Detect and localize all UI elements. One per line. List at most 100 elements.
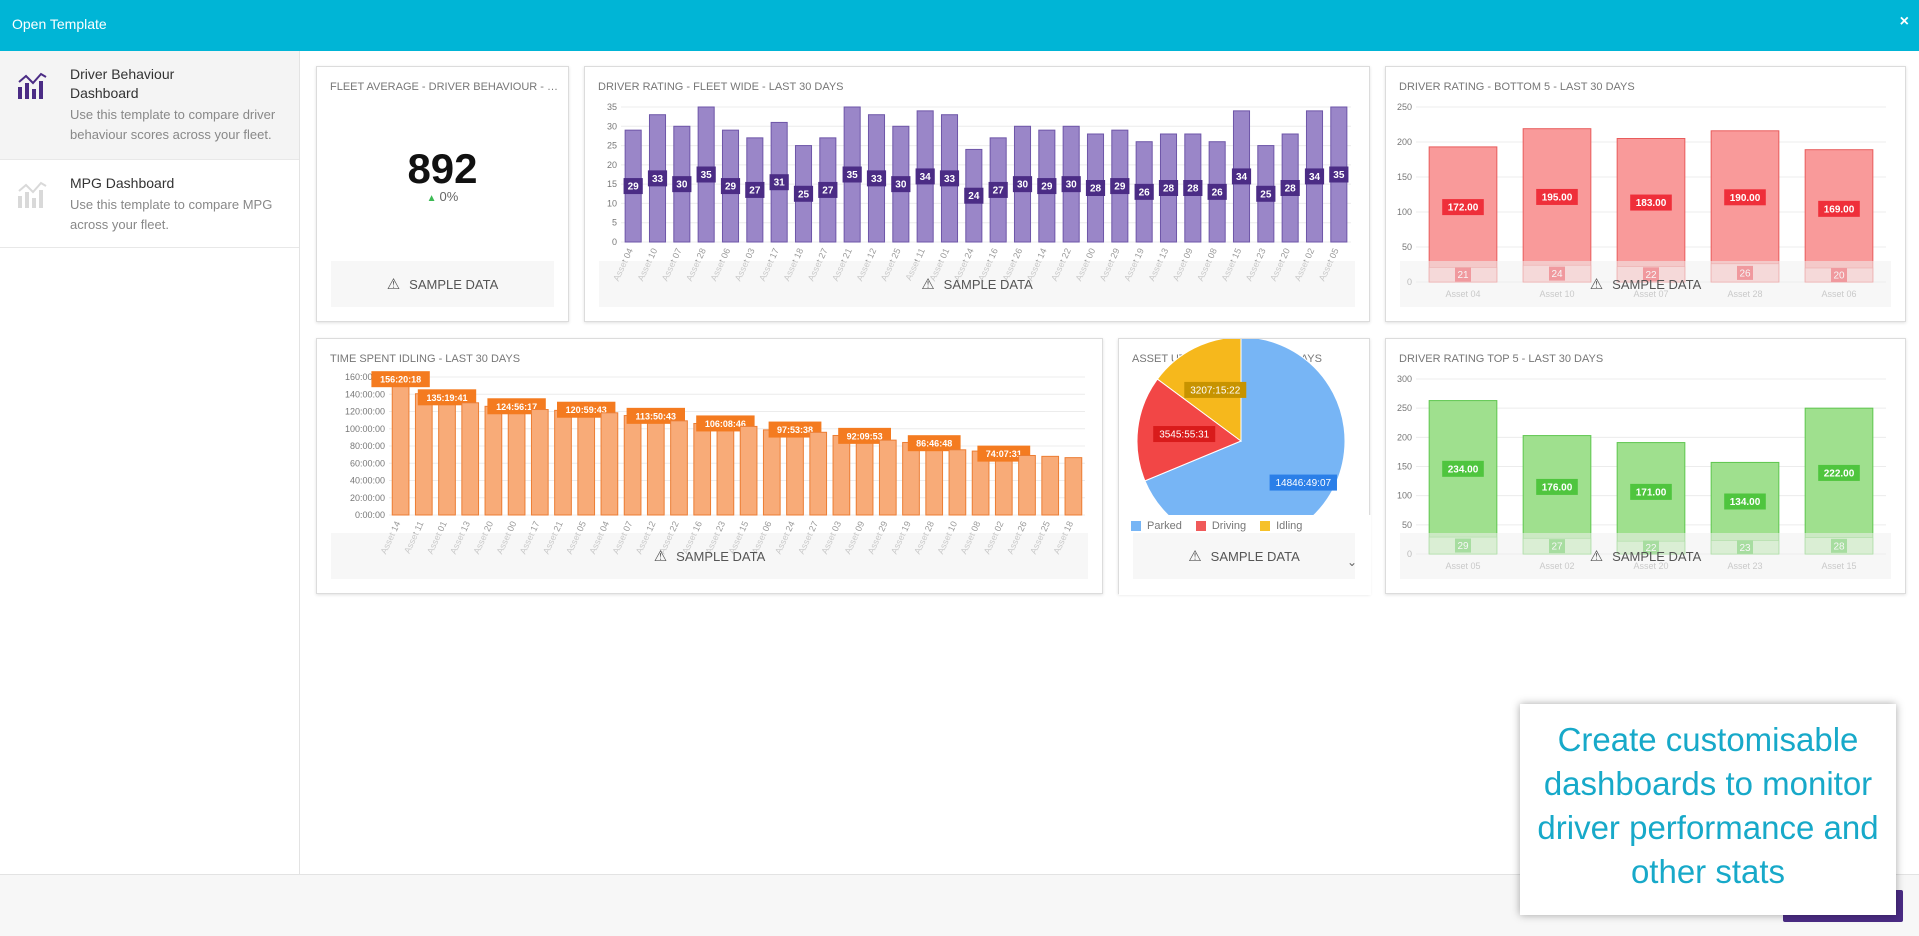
chevron-down-icon[interactable]: ⌄ <box>1346 555 1357 569</box>
bar <box>878 439 897 516</box>
y-tick-label: 250 <box>1397 102 1412 112</box>
sample-data-label: SAMPLE DATA <box>676 548 766 564</box>
data-label-box <box>696 166 716 183</box>
data-label-box <box>915 168 935 185</box>
data-label-box <box>1085 180 1106 196</box>
data-label-box <box>1207 183 1227 200</box>
data-label-box <box>988 181 1008 198</box>
bar <box>855 436 874 516</box>
data-label: 25 <box>798 189 810 200</box>
bar <box>1041 455 1060 516</box>
warning-icon: ⚠ <box>1589 548 1604 565</box>
data-label: 29 <box>725 182 737 193</box>
data-label: 33 <box>652 174 664 185</box>
idling-chart: 0:00:00 20:00:00 40:00:00 60:00:00 80:00:00 1… <box>345 371 1085 556</box>
sample-data-banner: ⚠ SAMPLE DATA <box>1400 261 1891 307</box>
y-tick-label: 10 <box>607 198 617 208</box>
data-label-box <box>1442 199 1484 216</box>
bar <box>1018 454 1036 516</box>
warning-icon: ⚠ <box>921 276 935 293</box>
data-label: 30 <box>1066 180 1078 191</box>
data-label: 30 <box>676 180 688 191</box>
data-label: 86:46:48 <box>916 439 952 449</box>
data-label: 29 <box>1114 182 1126 193</box>
template-description-line: behaviour scores across your fleet. <box>70 127 272 142</box>
trend-up-icon: ▲ <box>426 193 437 204</box>
data-label-box <box>1256 185 1276 202</box>
promo-line: driver performance and <box>1537 809 1879 846</box>
data-label-box <box>838 427 891 444</box>
data-label-box <box>939 170 960 187</box>
data-label-box <box>1231 168 1252 185</box>
y-tick-label: 300 <box>1397 374 1412 384</box>
template-description-line: Use this template to compare MPG <box>70 197 273 212</box>
data-label: 33 <box>871 174 883 185</box>
data-label: 190.00 <box>1730 193 1761 204</box>
legend-item-idling[interactable]: Idling <box>1260 520 1302 532</box>
data-label: 34 <box>920 172 932 183</box>
data-label: 172.00 <box>1448 203 1479 214</box>
bar <box>391 379 410 516</box>
data-label-box <box>1724 189 1766 206</box>
bar <box>739 425 758 516</box>
sample-data-banner: ⚠ SAMPLE DATA <box>1400 533 1891 579</box>
data-label: 28 <box>1163 184 1175 195</box>
legend-label: Parked <box>1147 520 1182 532</box>
data-label-box <box>866 170 887 187</box>
data-label-box <box>1630 483 1672 500</box>
sample-data-label: SAMPLE DATA <box>1612 276 1702 292</box>
bar <box>577 410 596 516</box>
data-label-box <box>1012 176 1033 193</box>
bar <box>438 397 456 516</box>
data-label: 195.00 <box>1542 192 1573 203</box>
template-description: Use this template to compare MPG across … <box>70 195 285 235</box>
y-tick-label: 20:00:00 <box>350 493 385 503</box>
bar-chart-icon <box>16 180 48 215</box>
data-label: 27 <box>749 185 761 196</box>
data-label: 26 <box>1212 187 1224 198</box>
template-item-mpg[interactable]: MPG Dashboard Use this template to compa… <box>0 160 299 248</box>
data-label-box <box>647 170 668 187</box>
data-label-box <box>1158 180 1179 196</box>
bar <box>670 420 688 516</box>
card-title: FLEET AVERAGE - DRIVER BEHAVIOUR - L... <box>330 81 558 93</box>
bar <box>1064 457 1083 516</box>
data-label: 156:20:18 <box>380 375 421 385</box>
promo-line: Create customisable <box>1557 721 1859 758</box>
data-label: 27 <box>822 185 834 196</box>
data-label: 183.00 <box>1636 198 1667 209</box>
data-label: 34 <box>1309 172 1321 183</box>
bar <box>484 405 503 516</box>
y-tick-label: 140:00:00 <box>345 389 385 399</box>
data-label: 29 <box>628 182 640 193</box>
close-icon[interactable]: × <box>1899 13 1909 30</box>
data-label: 30 <box>895 180 907 191</box>
y-tick-label: 80:00:00 <box>350 441 385 451</box>
data-label-box <box>1280 180 1300 196</box>
pie-data-label-box <box>1153 426 1216 443</box>
bar <box>414 393 433 516</box>
legend-label: Driving <box>1211 520 1247 532</box>
data-label: 35 <box>1333 170 1345 181</box>
data-label-box <box>768 421 822 438</box>
data-label: 35 <box>847 170 859 181</box>
legend-item-parked[interactable]: Parked <box>1131 520 1182 532</box>
template-name: MPG Dashboard <box>70 175 175 191</box>
pie-data-label-box <box>1269 474 1337 491</box>
y-tick-label: 5 <box>612 218 617 228</box>
bar <box>693 422 712 516</box>
data-label: 28 <box>1285 184 1297 195</box>
card-idling: TIME SPENT IDLING - LAST 30 DAYS 0:00:00… <box>316 338 1103 594</box>
bar <box>646 416 665 516</box>
legend-item-driving[interactable]: Driving <box>1195 520 1247 532</box>
data-label-box <box>623 178 643 195</box>
data-label-box <box>964 187 984 204</box>
sample-data-label: SAMPLE DATA <box>1210 548 1300 564</box>
sample-data-banner: ⚠ SAMPLE DATA <box>331 261 554 307</box>
data-label: 113:50:43 <box>636 411 677 421</box>
template-item-driver-behaviour[interactable]: Driver Behaviour Dashboard Use this temp… <box>0 51 299 160</box>
card-fleet-average: FLEET AVERAGE - DRIVER BEHAVIOUR - L... … <box>316 66 569 322</box>
data-label: 74:07:31 <box>986 449 1022 459</box>
data-label-box <box>1134 183 1154 200</box>
bar <box>1804 407 1874 555</box>
